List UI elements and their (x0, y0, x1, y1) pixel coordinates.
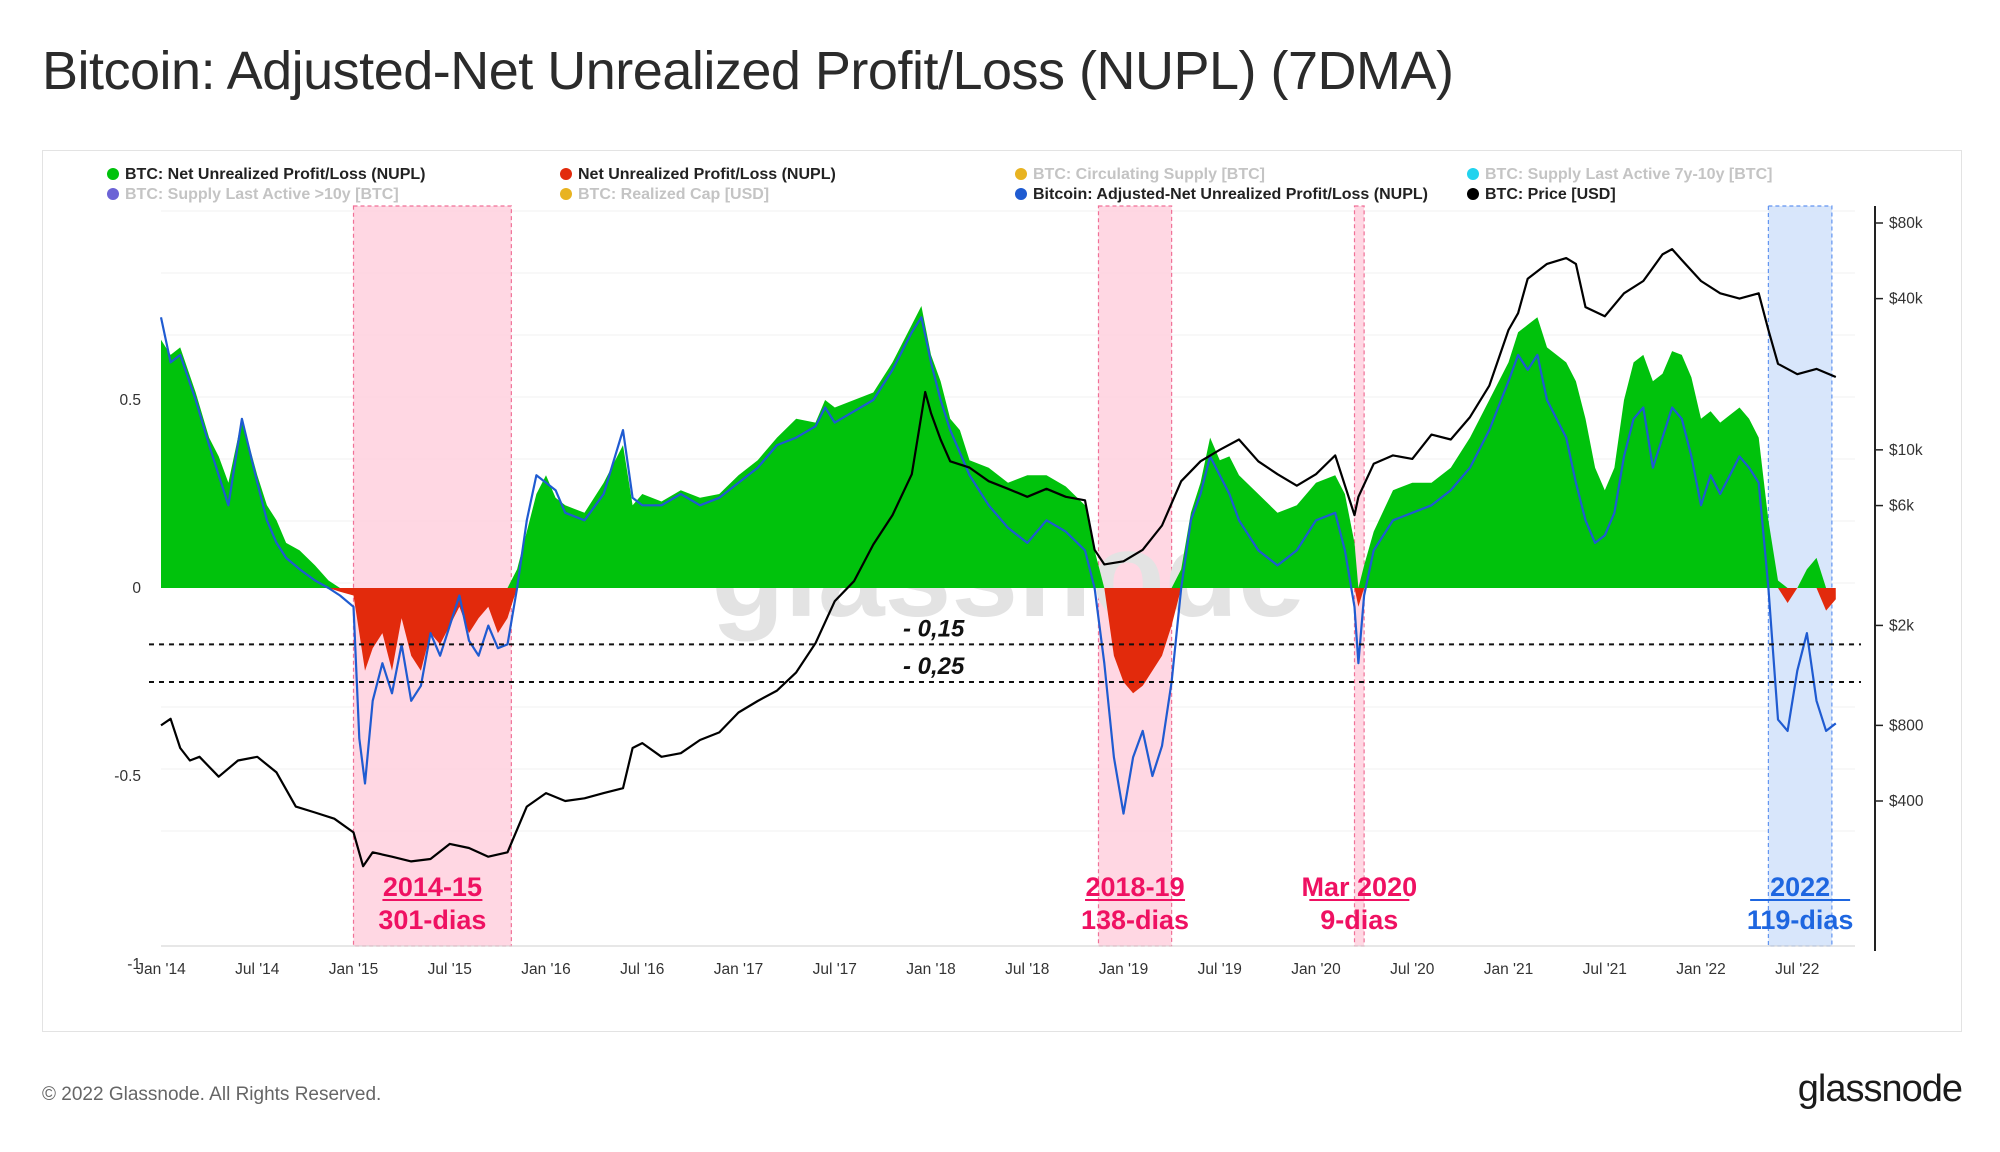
legend-label-5: BTC: Realized Cap [USD] (578, 186, 769, 203)
period-label-2: Mar 2020 (1302, 872, 1418, 902)
y-right-tick: $800 (1889, 717, 1924, 734)
period-band-1 (1097, 205, 1173, 947)
period-sublabel-1: 138-dias (1081, 905, 1189, 935)
adjusted-nupl-line (159, 316, 1837, 815)
glassnode-logo: glassnode (1797, 1068, 1963, 1110)
legend-swatch-6 (1015, 188, 1027, 200)
legend-label-4: BTC: Supply Last Active >10y [BTC] (125, 186, 399, 203)
y-right-tick: $10k (1889, 442, 1923, 459)
footer-copyright: © 2022 Glassnode. All Rights Reserved. (42, 1084, 382, 1105)
x-tick: Jul '15 (428, 961, 472, 978)
page-title: Bitcoin: Adjusted-Net Unrealized Profit/… (42, 41, 1454, 101)
x-tick: Jan '15 (329, 961, 379, 978)
y-right-tick: $2k (1889, 617, 1914, 634)
period-band-0 (352, 205, 512, 947)
x-tick: Jul '17 (813, 961, 857, 978)
x-tick: Jan '22 (1676, 961, 1726, 978)
reference-lines: - 0,15 - 0,25 (149, 615, 1861, 683)
x-tick: Jan '20 (1291, 961, 1341, 978)
y-left-tick: -0.5 (114, 768, 141, 785)
x-tick: Jan '19 (1099, 961, 1149, 978)
y-left-tick: -1 (127, 956, 141, 973)
period-sublabel-3: 119-dias (1747, 905, 1854, 935)
period-sublabel-2: 9-dias (1320, 905, 1398, 935)
legend-swatch-4 (107, 188, 119, 200)
legend-swatch-7 (1467, 188, 1479, 200)
legend-swatch-1 (560, 168, 572, 180)
x-tick: Jul '18 (1005, 961, 1049, 978)
x-tick: Jul '22 (1775, 961, 1819, 978)
period-band-3 (1767, 205, 1833, 947)
legend-swatch-2 (1015, 168, 1027, 180)
legend-label-0: BTC: Net Unrealized Profit/Loss (NUPL) (125, 166, 425, 183)
y-right-tick: $80k (1889, 215, 1923, 232)
chart-frame: glassnode - 0,15- 0,25 0.50-0.5-1$80k$40… (42, 150, 1962, 1032)
y-left-tick: 0 (132, 580, 141, 597)
period-sublabel-0: 301-dias (378, 905, 486, 935)
series-lines (159, 248, 1837, 868)
axes: 0.5 0 -0.5 -1 $80k $40k $10k $6k $2k $800 $400 Jan … (114, 206, 1924, 978)
legend-label-2: BTC: Circulating Supply [BTC] (1033, 166, 1265, 183)
period-label-1: 2018-19 (1086, 872, 1185, 902)
x-tick: Jan '17 (714, 961, 764, 978)
y-left-tick: 0.5 (119, 392, 141, 409)
period-label-3: 2022 (1770, 872, 1830, 902)
y-right-tick: $400 (1889, 793, 1924, 810)
nupl-chart: glassnode - 0,15- 0,25 0.50-0.5-1$80k$40… (107, 166, 1924, 978)
x-tick: Jan '21 (1484, 961, 1534, 978)
x-tick: Jul '20 (1390, 961, 1435, 978)
y-right-tick: $6k (1889, 498, 1914, 515)
ref-label-1: - 0,25 (903, 653, 965, 680)
legend-label-1: Net Unrealized Profit/Loss (NUPL) (578, 166, 836, 183)
btc-price-line (160, 248, 1837, 868)
x-tick: Jan '14 (136, 961, 186, 978)
x-tick: Jan '18 (906, 961, 956, 978)
legend-label-7: BTC: Price [USD] (1485, 186, 1616, 203)
legend-swatch-0 (107, 168, 119, 180)
ref-label-0: - 0,15 (903, 615, 965, 642)
period-label-0: 2014-15 (383, 872, 482, 902)
x-tick: Jul '16 (620, 961, 664, 978)
legend-swatch-3 (1467, 168, 1479, 180)
legend-label-3: BTC: Supply Last Active 7y-10y [BTC] (1485, 166, 1772, 183)
legend-swatch-5 (560, 188, 572, 200)
x-tick: Jan '16 (521, 961, 571, 978)
legend-label-6: Bitcoin: Adjusted-Net Unrealized Profit/… (1033, 186, 1428, 203)
legend: BTC: Net Unrealized Profit/Loss (NUPL) Ne… (107, 166, 1772, 203)
x-tick: Jul '19 (1198, 961, 1242, 978)
x-tick: Jul '21 (1583, 961, 1627, 978)
y-right-tick: $40k (1889, 291, 1923, 308)
x-tick: Jul '14 (235, 961, 280, 978)
